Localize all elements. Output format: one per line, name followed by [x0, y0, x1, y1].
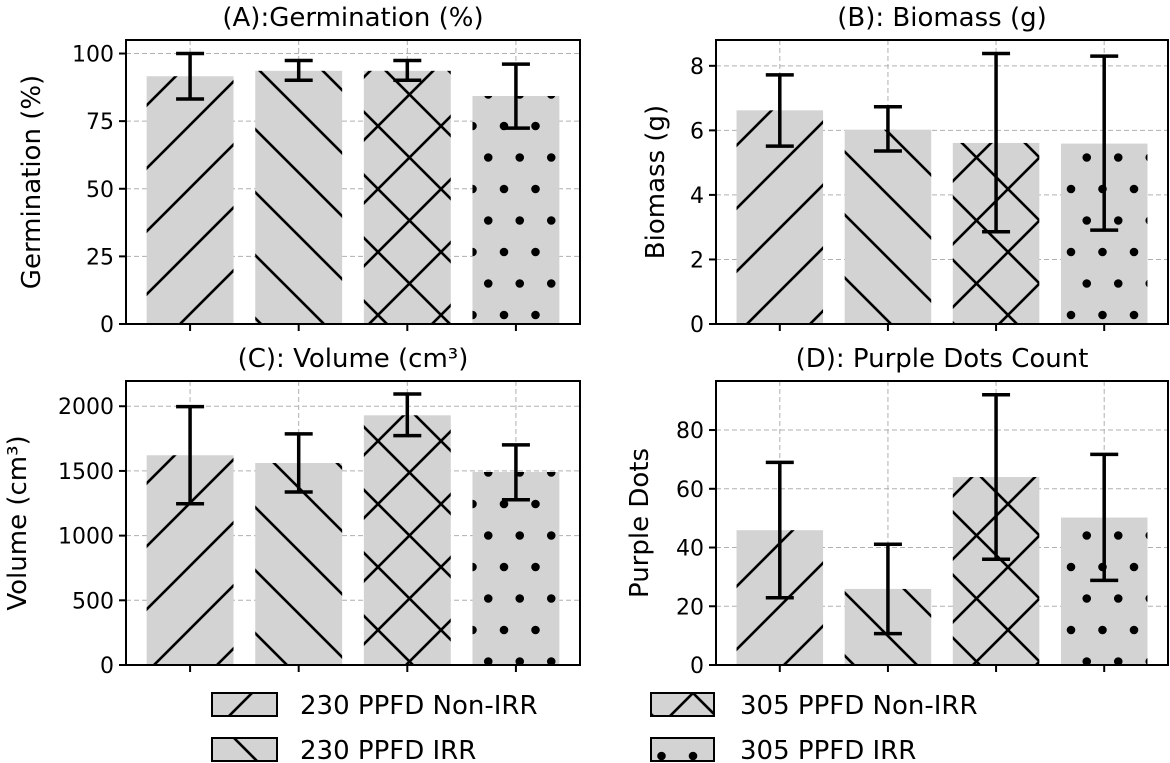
legend-label-305-non-irr: 305 PPFD Non-IRR [740, 691, 978, 721]
y-axis-label: Purple Dots [625, 448, 655, 598]
y-tick-label: 0 [100, 654, 114, 679]
bar-hatch-230-irr [844, 129, 932, 324]
y-tick-label: 8 [690, 55, 704, 80]
error-bar-230-irr [873, 542, 902, 636]
bar-hatch-230-non-irr [146, 76, 234, 325]
y-tick-label: 1500 [58, 460, 114, 485]
error-bar-305-non-irr [982, 393, 1011, 562]
bar-hatch-305-irr [472, 95, 560, 324]
y-tick-label: 0 [690, 654, 704, 679]
error-bar-305-irr [1090, 54, 1119, 232]
y-tick-label: 2 [690, 248, 704, 273]
legend-swatch-hatch-305-irr [650, 737, 715, 762]
error-bar-230-non-irr [765, 73, 794, 148]
bar-hatch-305-non-irr [363, 415, 451, 665]
axes-frame [125, 380, 581, 666]
y-tick-label: 75 [86, 110, 114, 135]
legend-swatch-hatch-305-non-irr [650, 692, 715, 717]
error-bar-230-irr [284, 432, 313, 494]
panel-title: (A):Germination (%) [222, 3, 483, 33]
error-bar-305-non-irr [393, 392, 422, 438]
error-bar-305-irr [501, 443, 530, 502]
y-tick-label: 25 [86, 245, 114, 270]
y-tick-label: 100 [72, 43, 114, 68]
y-tick-label: 0 [100, 313, 114, 338]
y-tick-label: 20 [676, 595, 704, 620]
panel-b: 0 2 4 6 8 (B): Biomass (g) Biomass (g) [641, 3, 1169, 338]
axes-frame [715, 380, 1169, 666]
bar-hatch-305-non-irr [363, 70, 451, 324]
error-bar-230-non-irr [765, 460, 794, 600]
y-tick-label: 6 [690, 119, 704, 144]
y-tick-label: 40 [676, 537, 704, 562]
y-axis-label: Biomass (g) [641, 105, 671, 259]
axes-frame [715, 39, 1169, 325]
legend-label-305-irr: 305 PPFD IRR [740, 736, 916, 763]
legend-entry: 305 PPFD Non-IRR [650, 691, 978, 721]
legend-swatch-hatch-230-irr [211, 737, 278, 762]
y-tick-label: 60 [676, 478, 704, 503]
panel-a: 0 25 50 75 100 (A):Germination (%) Germination… [17, 3, 581, 338]
bar-hatch-230-irr [255, 70, 343, 324]
error-bar-305-non-irr [982, 51, 1011, 234]
legend: 230 PPFD Non-IRR 230 PPFD IRR 305 PPFD N… [211, 691, 978, 763]
error-bar-305-non-irr [393, 58, 422, 83]
legend-entry: 230 PPFD Non-IRR [211, 691, 538, 721]
legend-label-230-irr: 230 PPFD IRR [300, 736, 476, 763]
panel-title: (D): Purple Dots Count [796, 344, 1089, 374]
axes-frame [125, 39, 581, 325]
y-tick-label: 500 [72, 589, 114, 614]
y-tick-label: 4 [690, 184, 704, 209]
panel-title: (C): Volume (cm³) [238, 344, 469, 374]
legend-label-230-non-irr: 230 PPFD Non-IRR [300, 691, 538, 721]
legend-swatch-hatch-230-non-irr [211, 692, 278, 717]
error-bar-230-irr [873, 105, 902, 153]
error-bar-230-irr [284, 58, 313, 83]
y-tick-label: 2000 [58, 395, 114, 420]
error-bar-305-irr [1090, 452, 1119, 583]
y-axis-label: Volume (cm³) [3, 435, 33, 610]
panel-d: 0 20 40 60 80 (D): Purple Dots Count Purple Do… [625, 344, 1169, 679]
panel-title: (B): Biomass (g) [837, 3, 1047, 33]
bar-hatch-305-irr [472, 471, 560, 665]
y-tick-label: 1000 [58, 525, 114, 550]
legend-entry: 305 PPFD IRR [650, 736, 916, 763]
error-bar-305-irr [501, 62, 530, 130]
y-tick-label: 80 [676, 419, 704, 444]
panel-c: 0 500 1000 1500 2000 (C): Volume (cm³) Volume … [3, 344, 581, 679]
y-tick-label: 0 [690, 313, 704, 338]
error-bar-230-non-irr [176, 404, 205, 506]
y-axis-label: Germination (%) [17, 75, 47, 289]
y-tick-label: 50 [86, 178, 114, 203]
bar-hatch-230-irr [255, 463, 343, 665]
error-bar-230-non-irr [176, 51, 205, 101]
legend-entry: 230 PPFD IRR [211, 736, 476, 763]
